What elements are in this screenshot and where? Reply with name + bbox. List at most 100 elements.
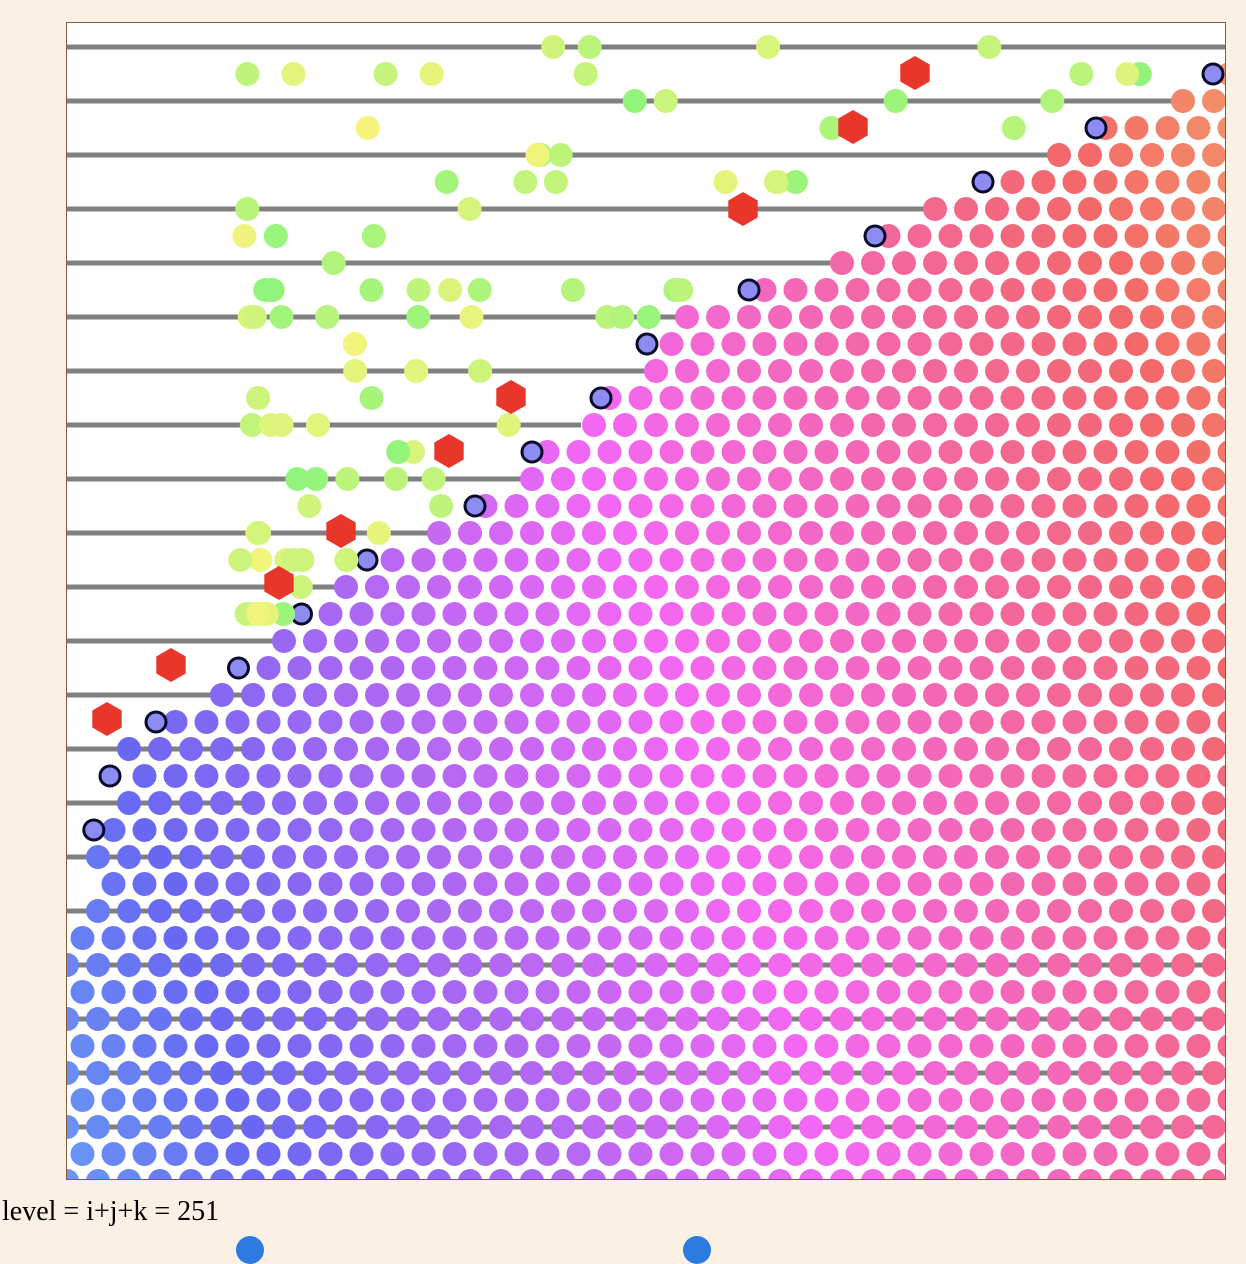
lattice-dot-540 xyxy=(287,764,312,788)
lattice-dot-1132 xyxy=(923,1169,947,1179)
lattice-dot-803 xyxy=(272,953,296,977)
lattice-dot-339 xyxy=(442,602,467,626)
lattice-dot-1102 xyxy=(1186,1142,1211,1166)
lattice-dot-54 xyxy=(1047,251,1071,275)
slider-thumb-left[interactable] xyxy=(236,1236,264,1264)
lattice-dot-762 xyxy=(194,926,219,950)
lattice-dot-1059 xyxy=(1047,1115,1071,1139)
lattice-dot-816 xyxy=(675,953,699,977)
lattice-dot-115 xyxy=(644,359,668,383)
lattice-dot-1019 xyxy=(1000,1088,1025,1112)
lattice-dot-469 xyxy=(349,710,374,734)
scatter-dot-73 xyxy=(669,278,694,302)
lattice-dot-973 xyxy=(768,1061,792,1085)
scatter-dot-50 xyxy=(281,62,306,86)
lattice-dot-939 xyxy=(907,1034,932,1058)
lattice-dot-255 xyxy=(582,521,606,545)
lattice-dot-617 xyxy=(380,818,405,842)
lattice-dot-1129 xyxy=(830,1169,854,1179)
lattice-dot-103 xyxy=(876,332,901,356)
lattice-dot-472 xyxy=(442,710,467,734)
lattice-dot-363 xyxy=(1186,602,1211,626)
lattice-dot-358 xyxy=(1031,602,1056,626)
lattice-dot-764 xyxy=(256,926,281,950)
lattice-dot-558 xyxy=(845,764,870,788)
lattice-dot-14 xyxy=(1202,143,1225,167)
lattice-dot-841 xyxy=(256,980,281,1004)
lattice-dot-158 xyxy=(644,413,668,437)
lattice-dot-275 xyxy=(1202,521,1225,545)
lattice-dot-76 xyxy=(1217,278,1225,302)
lattice-dot-290 xyxy=(783,548,808,572)
lattice-dot-337 xyxy=(380,602,405,626)
lattice-dot-269 xyxy=(1016,521,1040,545)
lattice-dot-258 xyxy=(675,521,699,545)
lattice-dot-69 xyxy=(1000,278,1025,302)
lattice-dot-367 xyxy=(334,629,358,653)
lattice-dot-156 xyxy=(582,413,606,437)
lattice-dot-105 xyxy=(938,332,963,356)
lattice-dot-898 xyxy=(830,1007,854,1031)
lattice-dot-508 xyxy=(427,737,451,761)
lattice-dot-416 xyxy=(845,656,870,680)
lattice-dot-30 xyxy=(1109,197,1133,221)
lattice-dot-516 xyxy=(675,737,699,761)
lattice-dot-167 xyxy=(923,413,947,437)
lattice-dot-771 xyxy=(473,926,498,950)
lattice-dot-920 xyxy=(318,1034,343,1058)
lattice-dot-684 xyxy=(132,872,157,896)
lattice-dot-1080 xyxy=(504,1142,529,1166)
lattice-dot-43 xyxy=(1124,224,1149,248)
lattice-dot-119 xyxy=(768,359,792,383)
lattice-dot-133 xyxy=(1202,359,1225,383)
lattice-dot-1048 xyxy=(706,1115,730,1139)
lattice-dot-70 xyxy=(1031,278,1056,302)
scatter-dot-83 xyxy=(315,305,340,329)
lattice-dot-63 xyxy=(814,278,839,302)
lattice-dot-949 xyxy=(1217,1034,1225,1058)
lattice-dot-819 xyxy=(768,953,792,977)
lattice-dot-329 xyxy=(1078,575,1102,599)
lattice-dot-1085 xyxy=(659,1142,684,1166)
lattice-dot-1052 xyxy=(830,1115,854,1139)
lattice-dot-527 xyxy=(1016,737,1040,761)
lattice-dot-45 xyxy=(1186,224,1211,248)
lattice-dot-332 xyxy=(1171,575,1195,599)
lattice-dot-352 xyxy=(845,602,870,626)
lattice-dot-881 xyxy=(303,1007,327,1031)
lattice-dot-802 xyxy=(241,953,265,977)
lattice-dot-600 xyxy=(1016,791,1040,815)
lattice-dot-925 xyxy=(473,1034,498,1058)
lattice-dot-315 xyxy=(644,575,668,599)
lattice-dot-946 xyxy=(1124,1034,1149,1058)
lattice-dot-613 xyxy=(256,818,281,842)
lattice-dot-653 xyxy=(334,845,358,869)
lattice-dot-886 xyxy=(458,1007,482,1031)
lattice-dot-122 xyxy=(861,359,885,383)
lattice-dot-96 xyxy=(659,332,684,356)
lattice-dot-378 xyxy=(675,629,699,653)
lattice-dot-483 xyxy=(783,710,808,734)
lattice-dot-484 xyxy=(814,710,839,734)
lattice-dot-1058 xyxy=(1016,1115,1040,1139)
lattice-dot-422 xyxy=(1031,656,1056,680)
lattice-dot-646 xyxy=(117,845,141,869)
lattice-dot-1054 xyxy=(892,1115,916,1139)
lattice-dot-823 xyxy=(892,953,916,977)
lattice-dot-1005 xyxy=(566,1088,591,1112)
lattice-dot-107 xyxy=(1000,332,1025,356)
lattice-dot-203 xyxy=(582,467,606,491)
lattice-dot-954 xyxy=(179,1061,203,1085)
lattice-dot-592 xyxy=(768,791,792,815)
scatter-dot-42 xyxy=(434,170,459,194)
lattice-dot-915 xyxy=(163,1034,188,1058)
scatter-dot-46 xyxy=(977,35,1002,59)
lattice-dot-948 xyxy=(1186,1034,1211,1058)
visualization-canvas[interactable] xyxy=(66,22,1226,1180)
lattice-dot-236 xyxy=(814,494,839,518)
lattice-dot-528 xyxy=(1047,737,1071,761)
lattice-dot-702 xyxy=(690,872,715,896)
slider-thumb-right[interactable] xyxy=(683,1236,711,1264)
lattice-dot-184 xyxy=(721,440,746,464)
lattice-dot-168 xyxy=(954,413,978,437)
